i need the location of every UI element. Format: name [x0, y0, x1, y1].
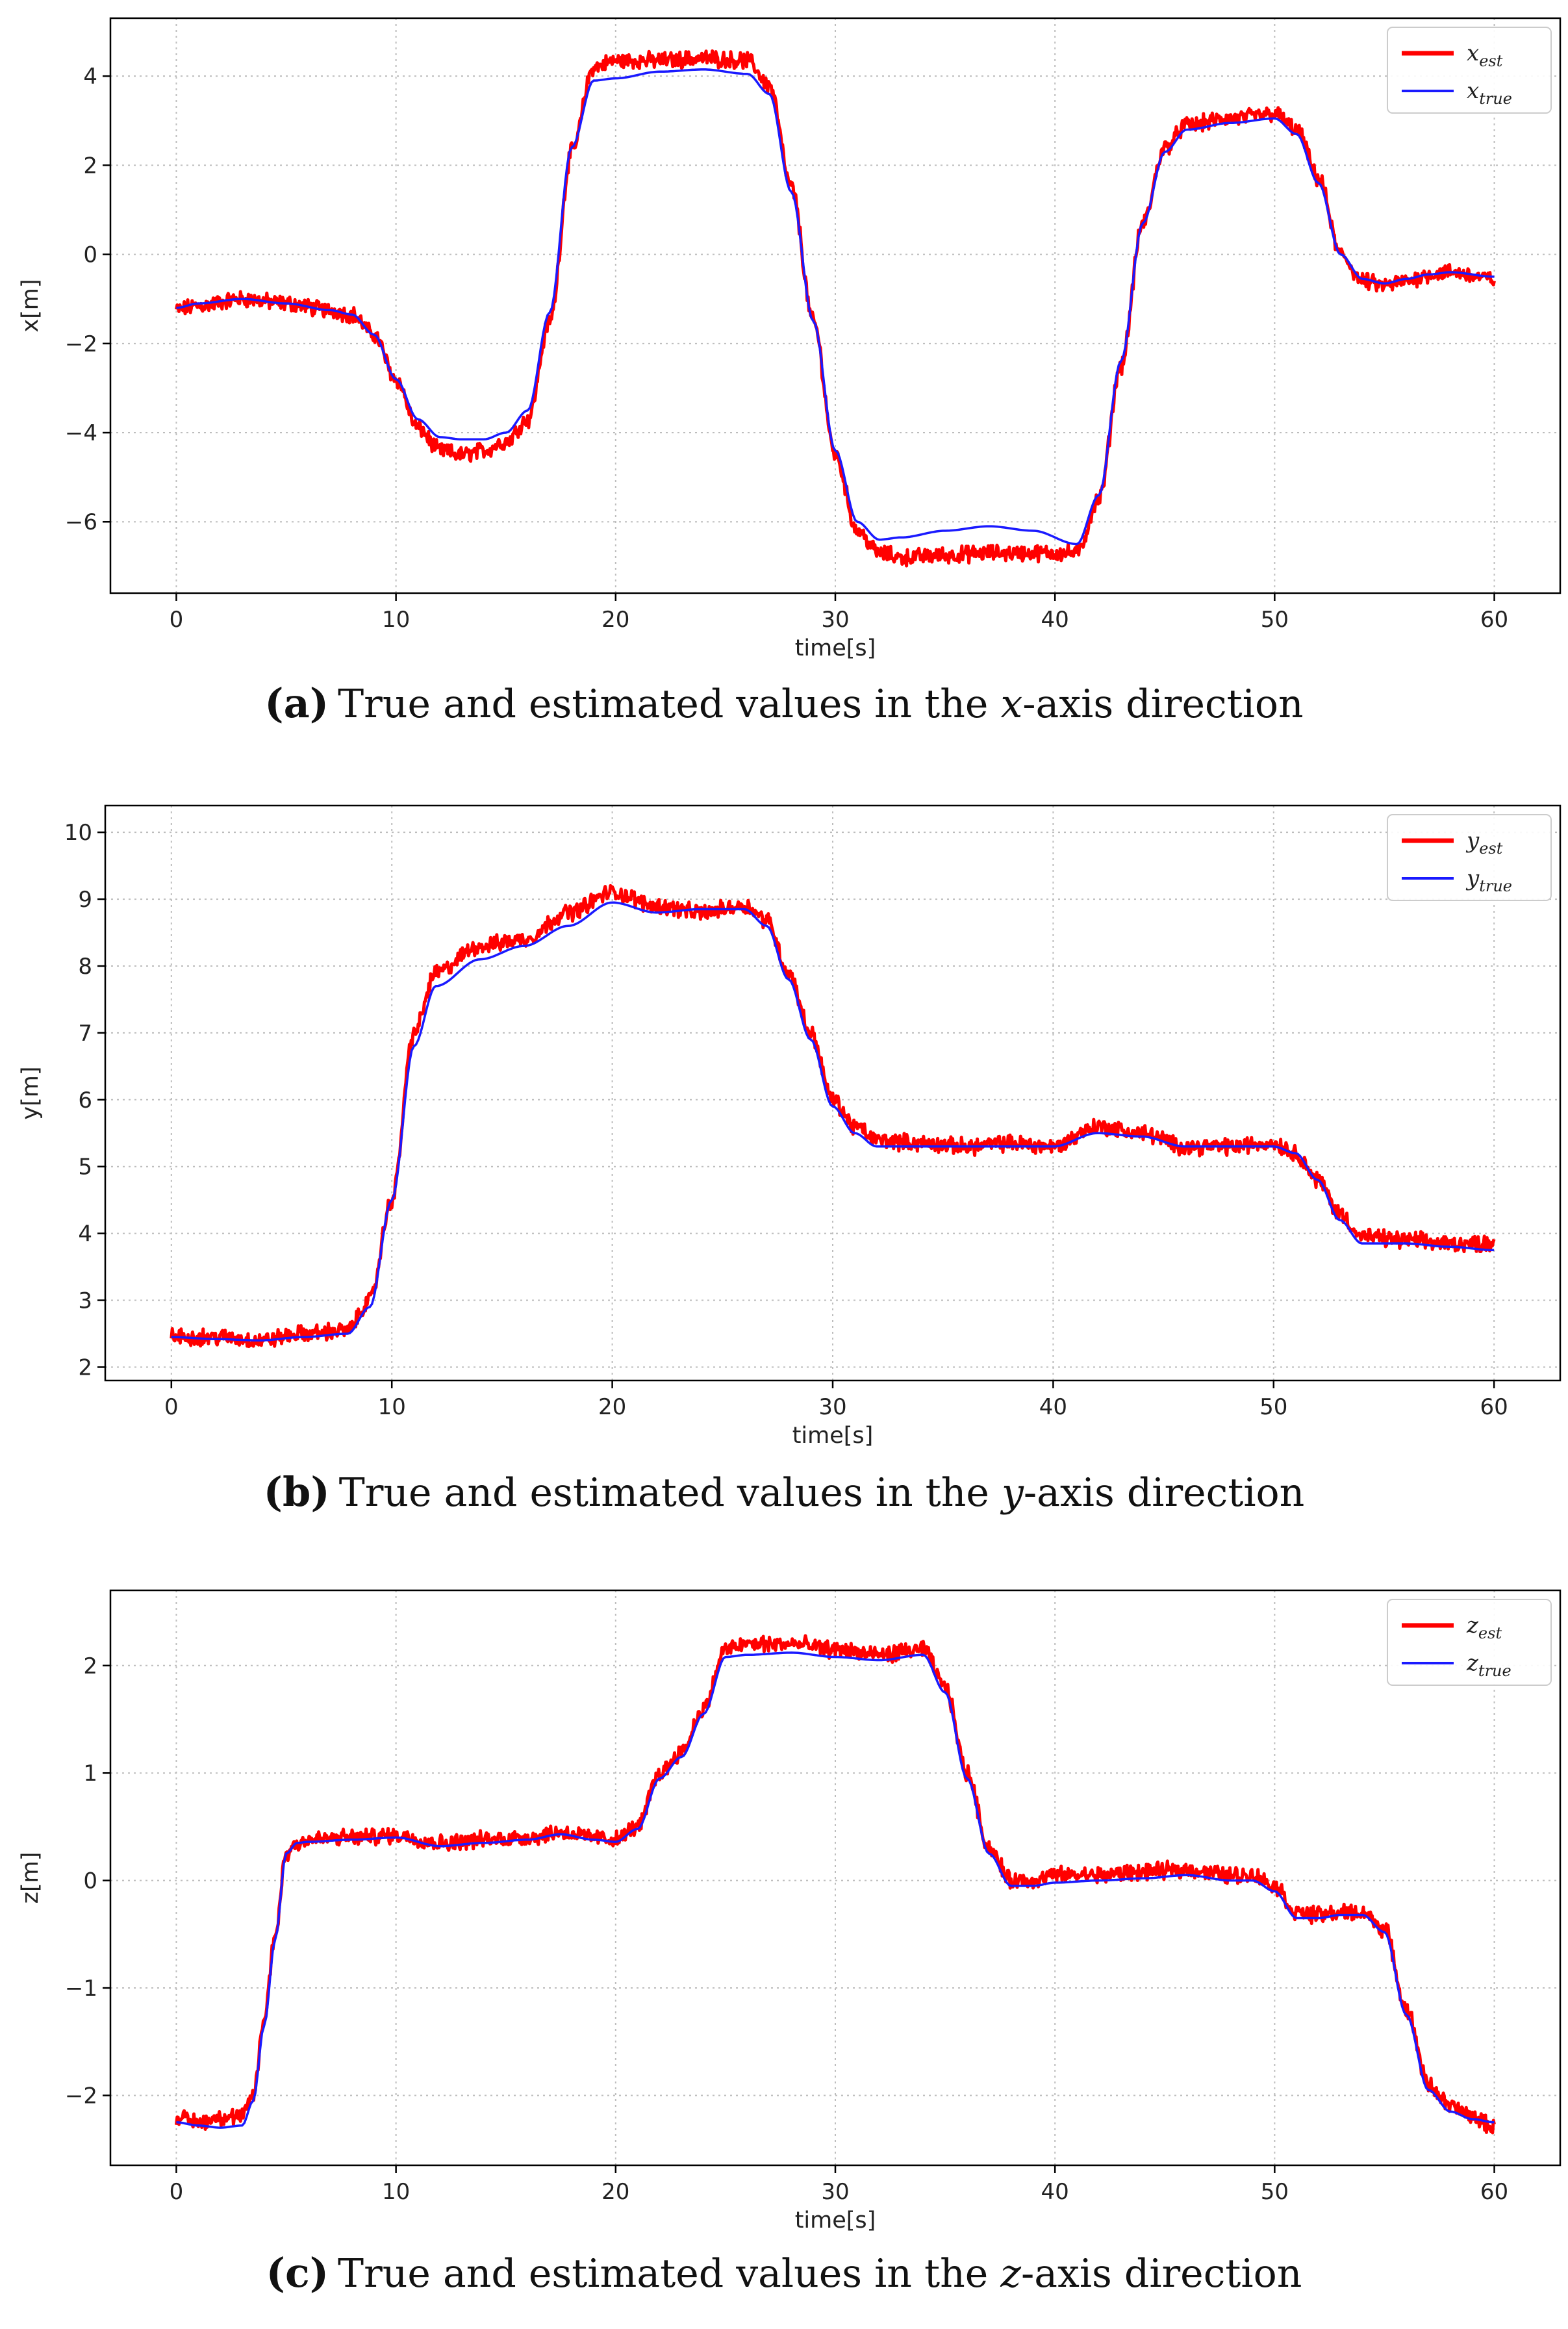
- x-tick-label: 30: [818, 1394, 846, 1420]
- y-tick-label: 2: [83, 153, 97, 179]
- legend-label-x_est: xest: [1467, 40, 1503, 70]
- x-tick-label: 20: [601, 2179, 629, 2205]
- caption-c: (c) True and estimated values in the z-ax…: [266, 2249, 1302, 2297]
- y-tick-label: −2: [65, 2083, 97, 2109]
- series-line-x_true: [176, 68, 1495, 546]
- legend-label-subscript: est: [1479, 839, 1503, 858]
- y-tick-label: 3: [78, 1288, 92, 1314]
- legend-label-y_est: yest: [1465, 828, 1503, 858]
- y-axis-label: z[m]: [18, 1852, 44, 1904]
- x-tick-label: 50: [1261, 2179, 1289, 2205]
- caption-suffix: -axis direction: [1024, 1470, 1304, 1516]
- y-tick-label: 6: [78, 1088, 92, 1114]
- series-line-z_true: [176, 1651, 1495, 2129]
- legend-label-z_est: zest: [1466, 1612, 1502, 1642]
- series-line-y_true: [171, 901, 1495, 1342]
- y-axis-label: y[m]: [18, 1066, 44, 1119]
- caption-prefix: True and estimated values in the: [338, 681, 1000, 727]
- x-tick-label: 0: [170, 607, 184, 633]
- y-tick-label: −6: [65, 509, 97, 535]
- y-tick-label: −4: [65, 420, 97, 446]
- x-tick-label: 0: [170, 2179, 184, 2205]
- legend-label-base: x: [1467, 78, 1479, 104]
- legend-label-z_true: ztrue: [1466, 1650, 1511, 1680]
- caption-letter: (c): [266, 2249, 329, 2297]
- caption-suffix: -axis direction: [1022, 681, 1303, 727]
- y-tick-label: 9: [78, 887, 92, 913]
- x-tick-label: 0: [164, 1394, 179, 1420]
- legend-label-subscript: true: [1479, 877, 1512, 895]
- x-axis-label: time[s]: [795, 2208, 876, 2234]
- caption-suffix: -axis direction: [1021, 2251, 1302, 2297]
- series-line-y_est: [170, 884, 1496, 1349]
- x-tick-label: 20: [601, 607, 629, 633]
- x-tick-label: 60: [1480, 1394, 1508, 1420]
- y-tick-label: 8: [78, 954, 92, 980]
- legend-label-subscript: true: [1479, 90, 1512, 108]
- caption-axis-var: y: [1000, 1470, 1024, 1516]
- caption-letter: (a): [264, 680, 329, 727]
- legend-label-base: y: [1465, 865, 1480, 891]
- y-tick-label: 0: [83, 1868, 97, 1894]
- y-tick-label: −2: [65, 331, 97, 357]
- caption-letter: (b): [264, 1468, 330, 1516]
- chart-c: 0 10 20 30 40 50 60−2−1012time[s]z[m]zestztrue…: [18, 1589, 1562, 2297]
- chart-a: 0 10 20 30 40 50 60−6−4−2024time[s]x[m]xestxtr…: [18, 17, 1562, 727]
- y-tick-label: −1: [65, 1976, 97, 2002]
- legend-label-base: x: [1467, 40, 1479, 66]
- y-tick-label: 2: [83, 1653, 97, 1679]
- chart-b: 0 10 20 30 40 50 602345678910time[s]y[m]yestyt…: [18, 804, 1562, 1516]
- caption-prefix: True and estimated values in the: [339, 1470, 1002, 1516]
- y-tick-label: 4: [78, 1221, 92, 1247]
- legend-label-base: z: [1466, 1612, 1479, 1638]
- x-axis-label: time[s]: [795, 635, 876, 661]
- x-tick-label: 50: [1261, 607, 1289, 633]
- y-tick-label: 1: [83, 1761, 97, 1787]
- x-tick-label: 60: [1480, 2179, 1508, 2205]
- y-tick-label: 4: [83, 64, 97, 90]
- x-tick-label: 20: [598, 1394, 626, 1420]
- y-tick-label: 5: [78, 1154, 92, 1180]
- x-tick-label: 50: [1259, 1394, 1287, 1420]
- x-tick-label: 10: [382, 607, 410, 633]
- x-tick-label: 10: [378, 1394, 406, 1420]
- caption-b: (b) True and estimated values in the y-ax…: [264, 1468, 1305, 1516]
- x-tick-label: 30: [821, 607, 849, 633]
- x-tick-label: 10: [382, 2179, 410, 2205]
- y-tick-label: 10: [64, 820, 92, 846]
- y-tick-label: 7: [78, 1021, 92, 1047]
- x-tick-label: 40: [1039, 1394, 1067, 1420]
- x-tick-label: 60: [1480, 607, 1508, 633]
- legend-label-y_true: ytrue: [1465, 865, 1512, 895]
- caption-prefix: True and estimated values in the: [338, 2251, 1000, 2297]
- y-tick-label: 0: [83, 242, 97, 268]
- caption-axis-var: x: [1000, 681, 1022, 727]
- legend-label-base: z: [1466, 1650, 1479, 1676]
- legend-label-subscript: est: [1479, 52, 1503, 70]
- legend-label-subscript: true: [1478, 1662, 1511, 1680]
- x-tick-label: 30: [821, 2179, 849, 2205]
- caption-a: (a) True and estimated values in the x-ax…: [264, 680, 1303, 727]
- legend-label-base: y: [1465, 828, 1480, 854]
- caption-axis-var: z: [1000, 2251, 1021, 2297]
- x-tick-label: 40: [1041, 2179, 1069, 2205]
- legend-label-x_true: xtrue: [1467, 78, 1512, 108]
- legend-label-subscript: est: [1478, 1624, 1502, 1642]
- x-tick-label: 40: [1041, 607, 1069, 633]
- y-tick-label: 2: [78, 1355, 92, 1381]
- x-axis-label: time[s]: [792, 1423, 874, 1449]
- y-axis-label: x[m]: [18, 279, 44, 332]
